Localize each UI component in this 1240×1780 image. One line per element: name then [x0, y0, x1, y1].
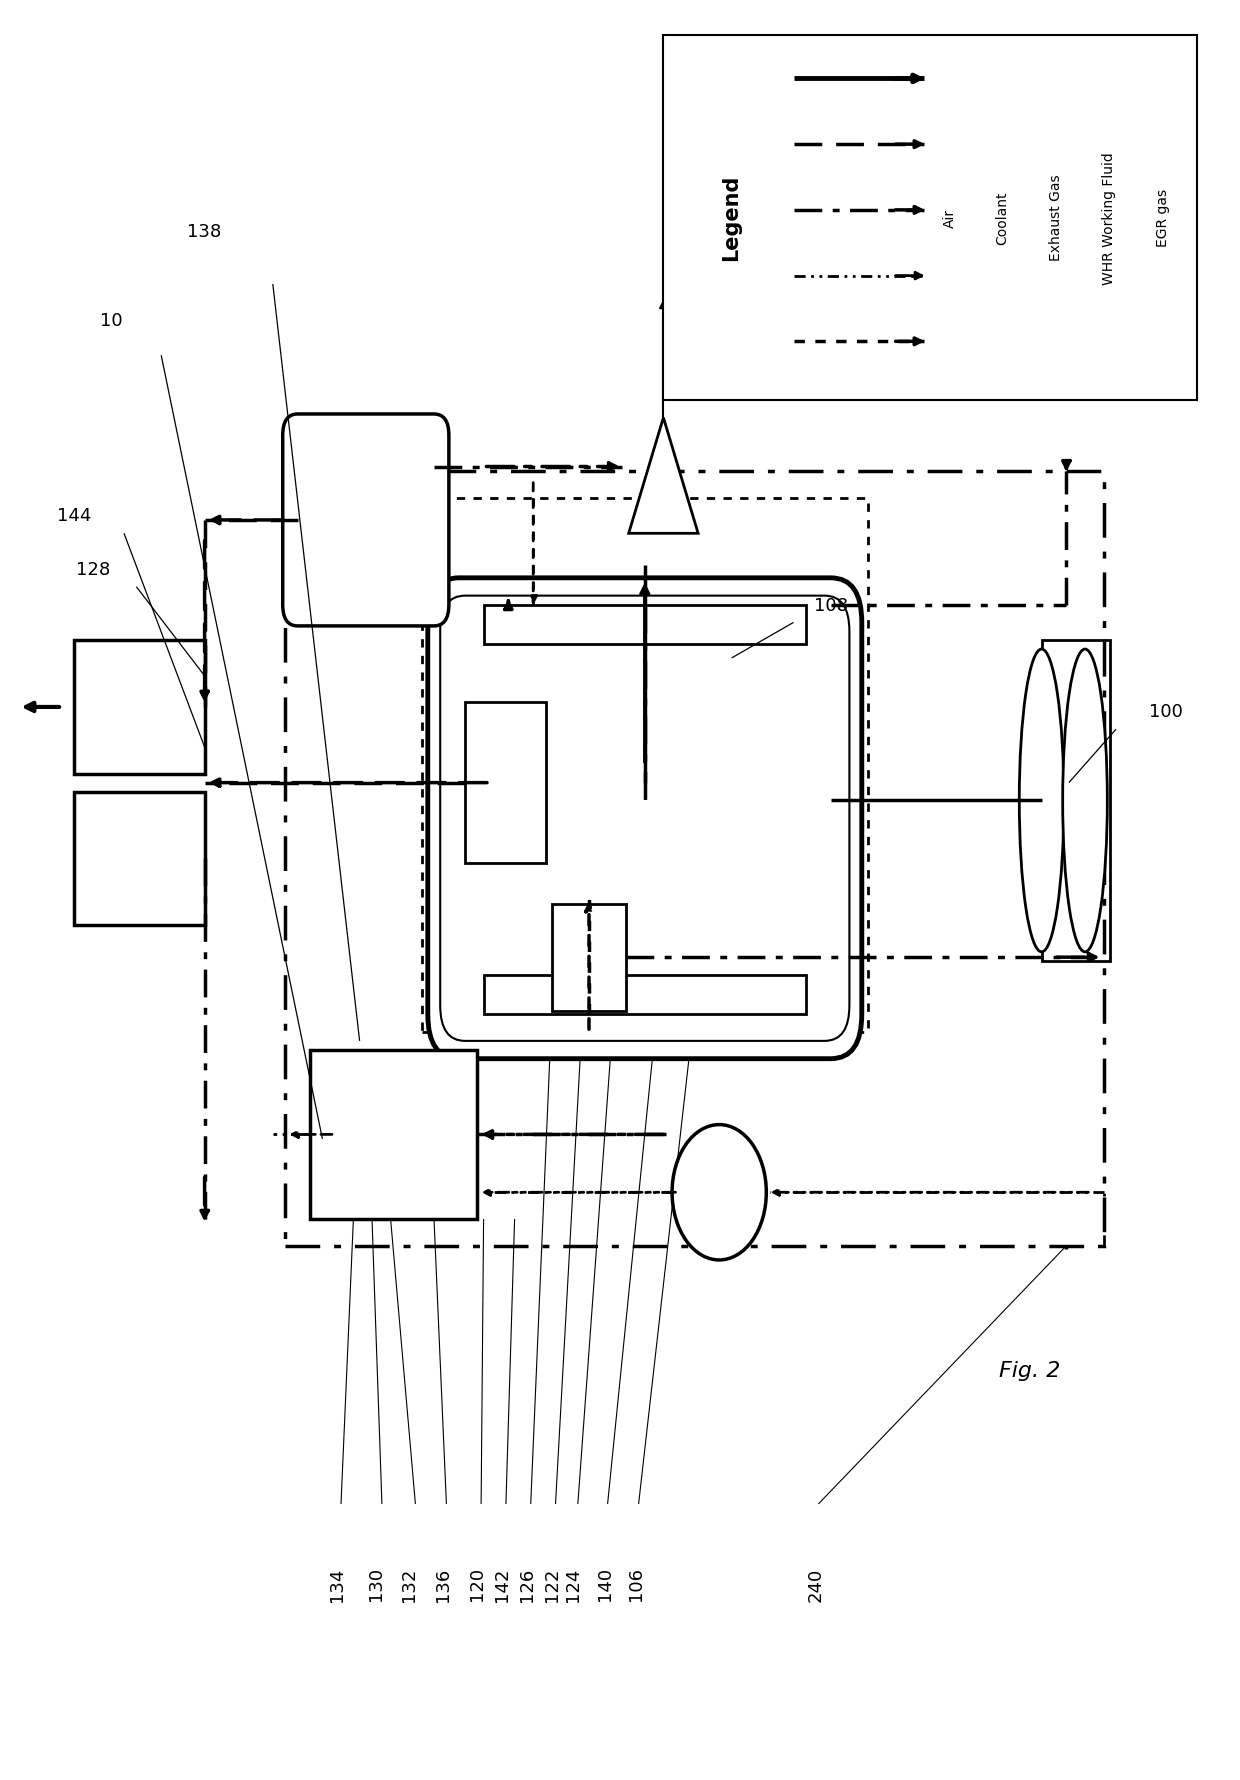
Text: 132: 132: [401, 1566, 418, 1600]
Text: 128: 128: [76, 561, 110, 579]
Text: Legend: Legend: [722, 174, 742, 262]
Bar: [552, 904, 626, 1011]
Circle shape: [672, 1125, 766, 1260]
FancyBboxPatch shape: [283, 415, 449, 627]
Bar: [484, 605, 806, 644]
Text: Coolant: Coolant: [996, 190, 1009, 246]
Bar: [422, 498, 868, 1032]
Text: Fig. 2: Fig. 2: [998, 1360, 1060, 1381]
Bar: [74, 792, 205, 926]
Polygon shape: [629, 418, 698, 534]
Text: 122: 122: [543, 1566, 560, 1600]
Text: 136: 136: [434, 1566, 451, 1600]
Text: EGR gas: EGR gas: [1156, 189, 1169, 247]
Text: 130: 130: [367, 1566, 384, 1600]
Bar: [310, 1050, 477, 1219]
Bar: [663, 36, 1197, 401]
Ellipse shape: [1063, 650, 1107, 952]
Text: Air: Air: [942, 208, 956, 228]
Bar: [1042, 641, 1110, 961]
FancyBboxPatch shape: [440, 596, 849, 1041]
Text: Exhaust Gas: Exhaust Gas: [1049, 174, 1063, 262]
Text: 108: 108: [813, 596, 848, 614]
Bar: [484, 975, 806, 1015]
Text: 10: 10: [100, 312, 123, 329]
Bar: [465, 703, 546, 863]
Text: 140: 140: [596, 1566, 614, 1600]
Text: 126: 126: [518, 1566, 536, 1600]
Text: 240: 240: [807, 1566, 825, 1600]
Text: 120: 120: [469, 1566, 486, 1600]
FancyBboxPatch shape: [428, 578, 862, 1059]
Text: 106: 106: [627, 1566, 645, 1600]
Bar: [74, 641, 205, 774]
Text: 124: 124: [564, 1566, 582, 1600]
Text: 138: 138: [187, 222, 222, 240]
Text: 134: 134: [329, 1566, 346, 1600]
Text: 142: 142: [494, 1566, 511, 1600]
Ellipse shape: [1019, 650, 1064, 952]
Text: 144: 144: [57, 507, 92, 525]
Text: WHR Working Fluid: WHR Working Fluid: [1102, 151, 1116, 285]
Bar: [285, 472, 1104, 1246]
Text: 100: 100: [1148, 703, 1183, 721]
